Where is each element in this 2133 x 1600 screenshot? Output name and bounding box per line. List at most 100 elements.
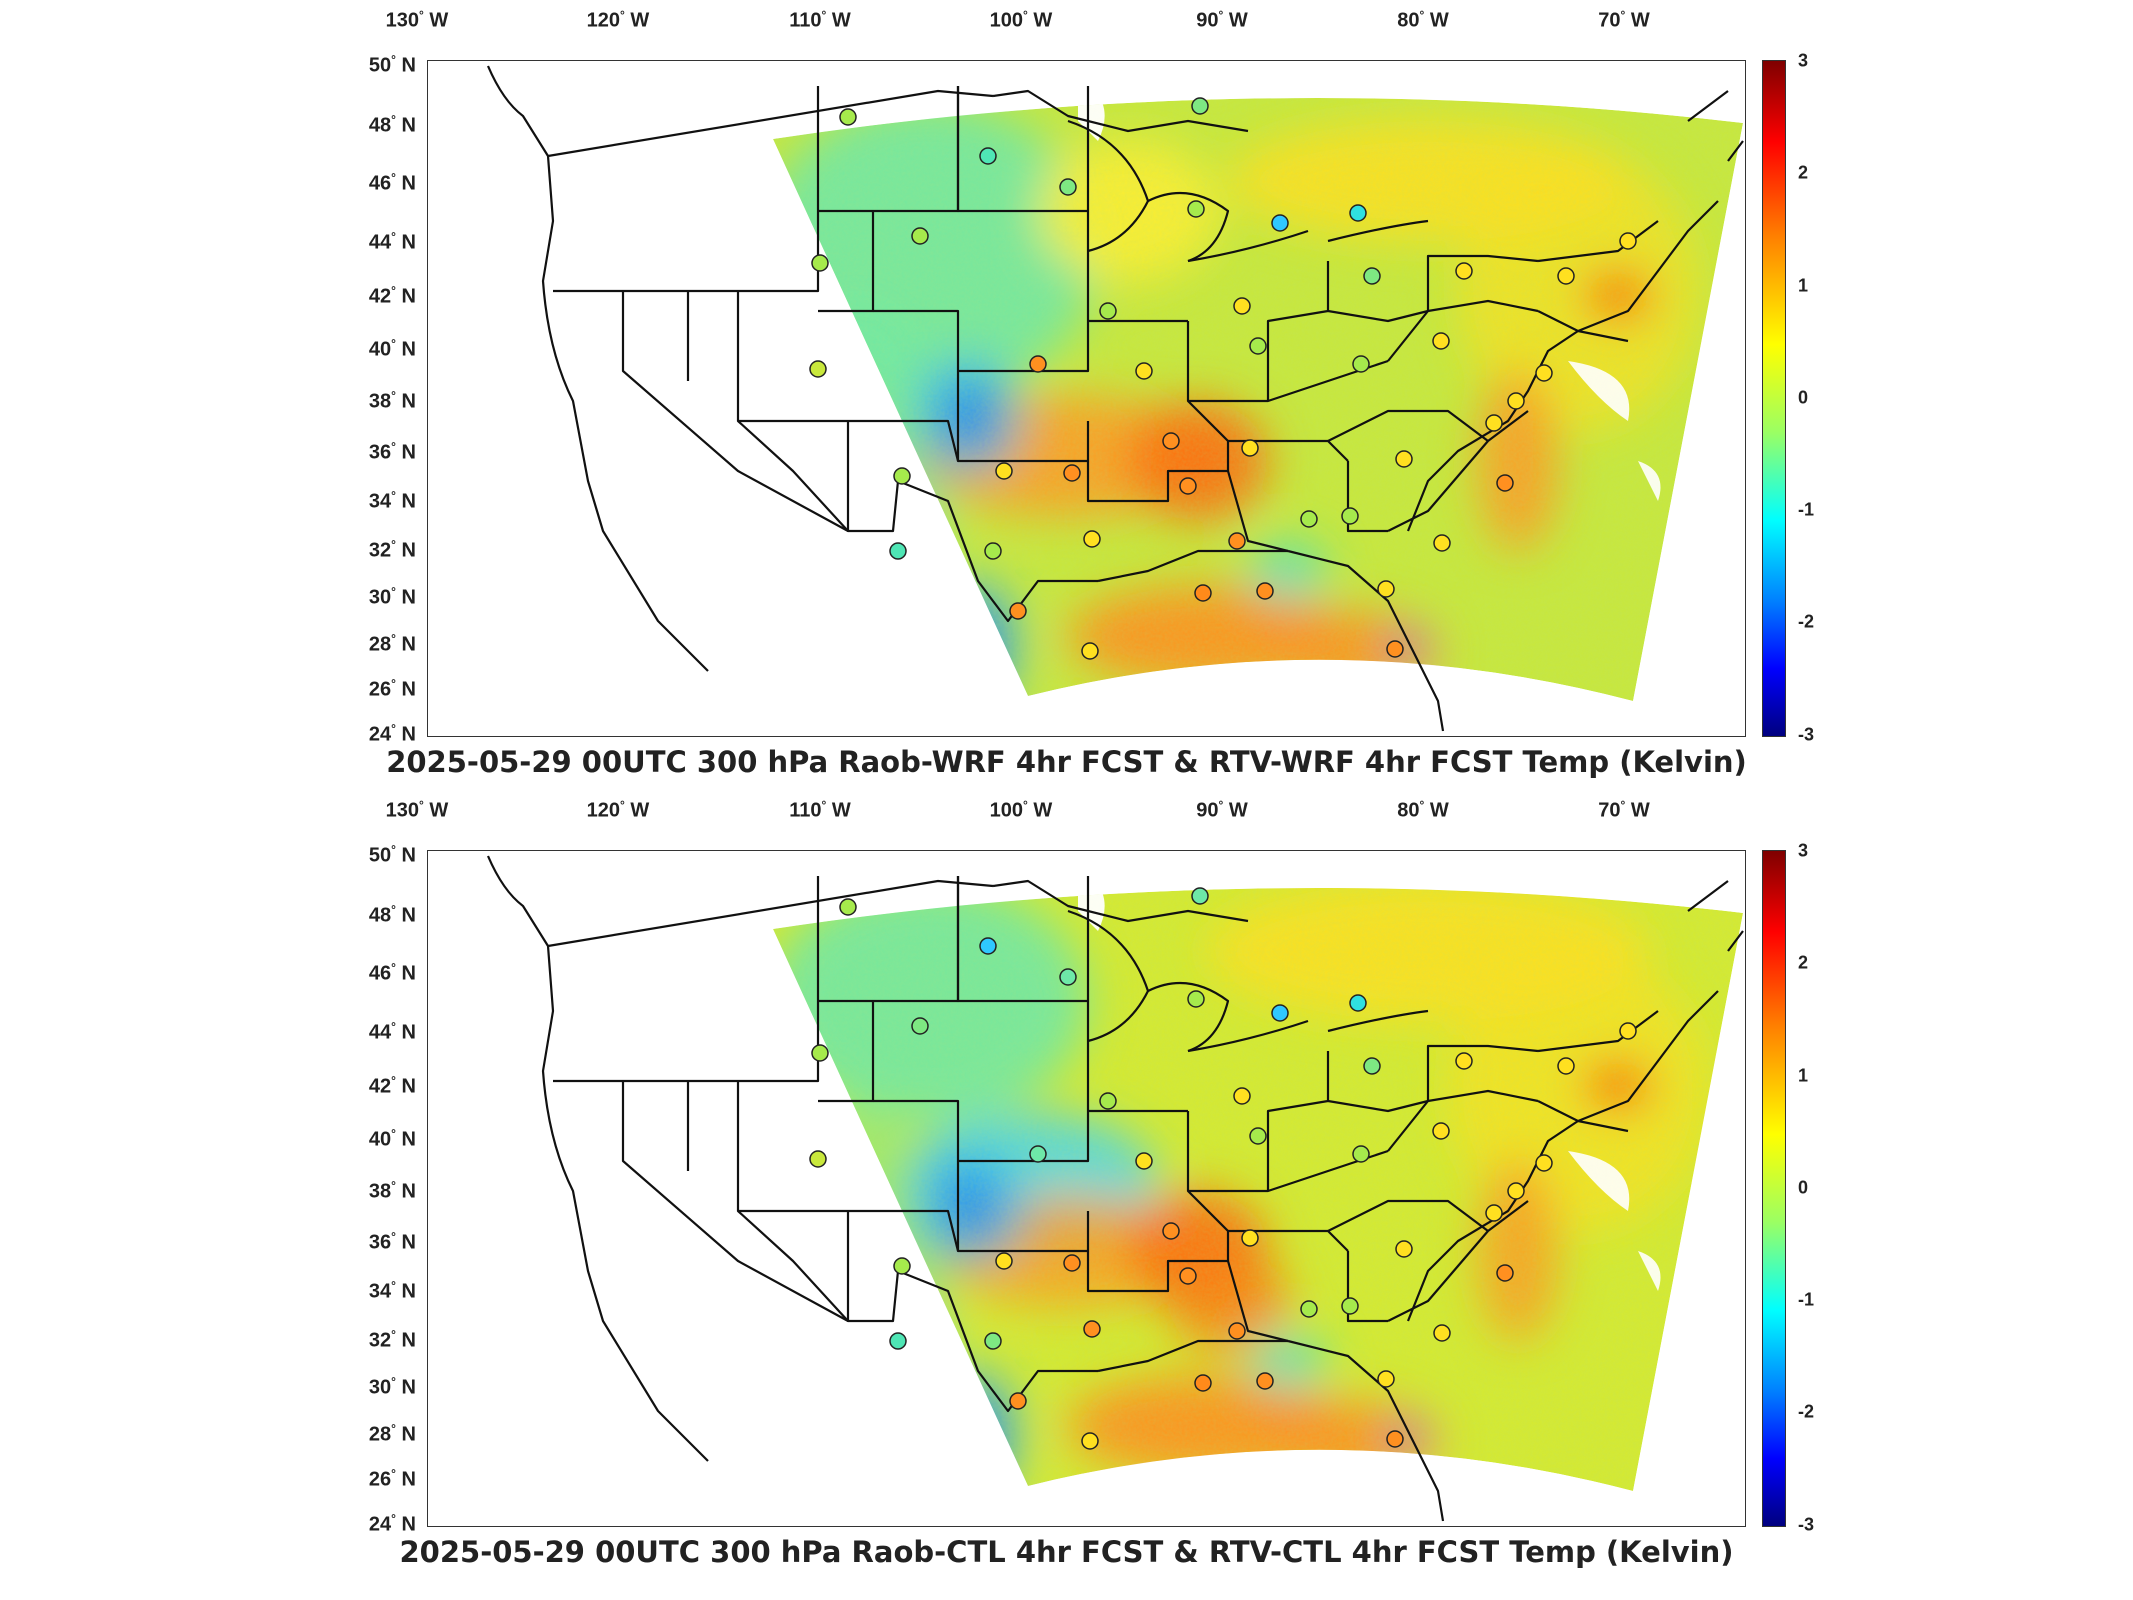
map-canvas — [486, 855, 1744, 1522]
florida-coastline — [1287, 1339, 1445, 1522]
colorbar-tick: -3 — [1798, 1514, 1815, 1535]
station-marker — [1349, 994, 1367, 1012]
colorbar-tick: -2 — [1798, 1401, 1815, 1422]
station-marker — [839, 898, 857, 916]
lat-label: 38° N — [368, 388, 416, 413]
station-marker — [1386, 1430, 1404, 1448]
station-marker — [995, 462, 1013, 480]
lat-label: 36° N — [368, 439, 416, 464]
lat-label: 26° N — [368, 1466, 416, 1491]
lat-label: 40° N — [368, 1126, 416, 1151]
west-coastline — [486, 855, 709, 1462]
lake-erie — [1187, 1019, 1309, 1053]
lake-ontario — [1327, 1009, 1429, 1033]
station-marker — [1179, 477, 1197, 495]
west-coastline — [486, 65, 709, 672]
lat-label: 42° N — [368, 283, 416, 308]
station-marker — [1619, 1022, 1637, 1040]
station-marker — [1063, 464, 1081, 482]
texas-border — [846, 1211, 1098, 1413]
station-marker — [984, 1332, 1002, 1350]
station-marker — [1241, 439, 1259, 457]
lon-label: 110° W — [789, 798, 851, 822]
station-marker — [1485, 1204, 1503, 1222]
station-marker — [1300, 510, 1318, 528]
lon-label: 120° W — [586, 8, 650, 32]
lat-label: 28° N — [368, 631, 416, 656]
station-marker — [1433, 1324, 1451, 1342]
station-marker — [1233, 297, 1251, 315]
station-marker — [1099, 1092, 1117, 1110]
lon-label: 70° W — [1598, 8, 1650, 32]
station-marker — [1485, 414, 1503, 432]
colorbar-tick: 0 — [1798, 387, 1809, 408]
lat-label: 24° N — [368, 721, 416, 746]
lat-label: 26° N — [368, 676, 416, 701]
colorbar-tick: 1 — [1798, 1065, 1809, 1086]
raob-stations — [809, 887, 1637, 1450]
lake-huron — [1147, 191, 1230, 263]
lon-label: 120° W — [586, 798, 650, 822]
field-noise — [773, 888, 1743, 1492]
station-marker — [1187, 200, 1205, 218]
map-canvas — [486, 65, 1744, 732]
lat-label: 32° N — [368, 537, 416, 562]
field-noise — [773, 98, 1743, 702]
station-marker — [995, 1252, 1013, 1270]
station-marker — [1194, 1374, 1212, 1392]
station-marker — [1395, 450, 1413, 468]
station-marker — [1249, 1127, 1267, 1145]
texas-border — [846, 421, 1098, 623]
lake-erie — [1187, 229, 1309, 263]
colorbar-tick: -2 — [1798, 611, 1815, 632]
station-marker — [1029, 1145, 1047, 1163]
station-marker — [1619, 232, 1637, 250]
station-marker — [809, 360, 827, 378]
station-marker — [1535, 1154, 1553, 1172]
station-marker — [1083, 1320, 1101, 1338]
colorbar-tick: -3 — [1798, 724, 1815, 745]
station-marker — [1507, 392, 1525, 410]
station-marker — [979, 147, 997, 165]
lat-label: 44° N — [368, 229, 416, 254]
station-marker — [1455, 262, 1473, 280]
map-panel-bottom: 130° W 120° W 110° W 100° W 90° W 80° W … — [0, 790, 2133, 1590]
station-marker — [1256, 1372, 1274, 1390]
station-marker — [1009, 602, 1027, 620]
station-marker — [1433, 534, 1451, 552]
panel-title: 2025-05-29 00UTC 300 hPa Raob-WRF 4hr FC… — [386, 745, 1747, 779]
station-marker — [911, 1017, 929, 1035]
station-marker — [1341, 507, 1359, 525]
colorbar-tick: 2 — [1798, 952, 1809, 973]
lat-label: 30° N — [368, 1374, 416, 1399]
station-marker — [1496, 474, 1514, 492]
station-marker — [1083, 530, 1101, 548]
station-marker — [911, 227, 929, 245]
lat-label: 46° N — [368, 960, 416, 985]
station-marker — [1228, 1322, 1246, 1340]
station-marker — [809, 1150, 827, 1168]
station-marker — [1029, 355, 1047, 373]
lat-label: 42° N — [368, 1073, 416, 1098]
lat-label: 24° N — [368, 1511, 416, 1536]
station-marker — [1363, 1057, 1381, 1075]
station-marker — [1063, 1254, 1081, 1272]
station-marker — [889, 1332, 907, 1350]
lat-label: 32° N — [368, 1327, 416, 1352]
temperature-field — [773, 98, 1743, 702]
station-marker — [1557, 1057, 1575, 1075]
station-marker — [1241, 1229, 1259, 1247]
lon-label: 80° W — [1397, 798, 1449, 822]
station-marker — [1162, 1222, 1180, 1240]
map-frame — [427, 60, 1746, 737]
station-marker — [811, 254, 829, 272]
station-marker — [1271, 1004, 1289, 1022]
station-marker — [1249, 337, 1267, 355]
great-lakes-border — [992, 879, 1249, 923]
northern-border — [547, 879, 994, 948]
station-marker — [1194, 584, 1212, 602]
colorbar-tick: 1 — [1798, 275, 1809, 296]
station-marker — [1081, 1432, 1099, 1450]
lat-label: 28° N — [368, 1421, 416, 1446]
lat-label: 48° N — [368, 902, 416, 927]
